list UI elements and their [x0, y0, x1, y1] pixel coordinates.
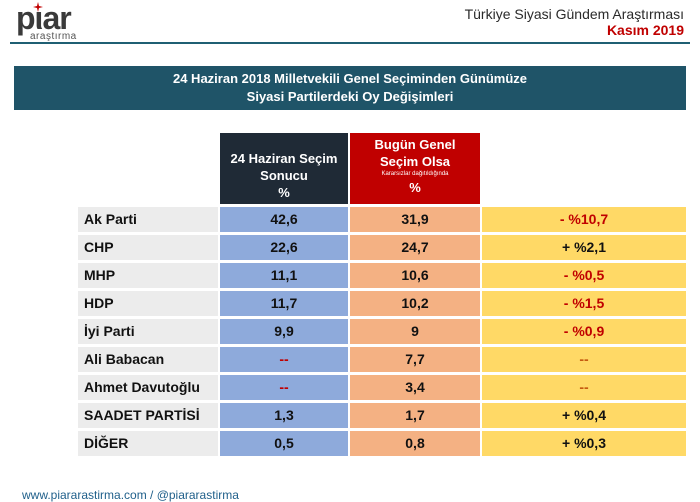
- table-row: CHP 22,6 24,7 + %2,1: [78, 235, 686, 260]
- change-cell: - %10,7: [482, 207, 686, 232]
- party-name-cell: HDP: [78, 291, 218, 316]
- table-row: MHP 11,1 10,6- %0,5: [78, 263, 686, 288]
- column-b-line-1: Bugün Genel: [374, 137, 456, 152]
- column-header-june-result: 24 Haziran Seçim Sonucu %: [220, 133, 348, 204]
- june-result-cell: --: [220, 375, 348, 400]
- today-cell: 0,8: [350, 431, 480, 456]
- party-name-cell: DİĞER: [78, 431, 218, 456]
- today-cell: 1,7: [350, 403, 480, 428]
- table-row: DİĞER 0,5 0,8 + %0,3: [78, 431, 686, 456]
- banner-line-1: 24 Haziran 2018 Milletvekili Genel Seçim…: [172, 71, 527, 86]
- june-result-cell: --: [220, 347, 348, 372]
- column-a-line-1: 24 Haziran Seçim: [230, 151, 338, 166]
- change-cell: --: [482, 375, 686, 400]
- june-result-cell: 9,9: [220, 319, 348, 344]
- change-cell: + %0,4: [482, 403, 686, 428]
- party-name-cell: Ahmet Davutoğlu: [78, 375, 218, 400]
- table-row: Ali Babacan -- 7,7 --: [78, 347, 686, 372]
- header-divider: [10, 42, 690, 44]
- logo-wordmark: pιar: [16, 0, 72, 36]
- column-b-line-2: Seçim Olsa: [379, 154, 451, 169]
- today-cell: 7,7: [350, 347, 480, 372]
- today-cell: 24,7: [350, 235, 480, 260]
- report-date: Kasım 2019: [606, 22, 684, 38]
- logo: pιar araştırma: [16, 2, 106, 42]
- june-result-cell: 1,3: [220, 403, 348, 428]
- change-cell: - %0,5: [482, 263, 686, 288]
- party-name-cell: İyi Parti: [78, 319, 218, 344]
- report-title: Türkiye Siyasi Gündem Araştırması: [464, 6, 684, 22]
- today-cell: 10,6: [350, 263, 480, 288]
- logo-subtitle: araştırma: [30, 31, 77, 42]
- table-row: HDP 11,7 10,2- %1,5: [78, 291, 686, 316]
- party-name-cell: CHP: [78, 235, 218, 260]
- table-row: Ak Parti 42,6 31,9- %10,7: [78, 207, 686, 232]
- logo-spark-icon: [33, 2, 43, 12]
- column-a-line-2: Sonucu: [260, 168, 308, 183]
- party-name-cell: MHP: [78, 263, 218, 288]
- june-result-cell: 42,6: [220, 207, 348, 232]
- june-result-cell: 0,5: [220, 431, 348, 456]
- party-name-cell: Ak Parti: [78, 207, 218, 232]
- change-cell: + %0,3: [482, 431, 686, 456]
- party-name-cell: Ali Babacan: [78, 347, 218, 372]
- change-cell: + %2,1: [482, 235, 686, 260]
- today-cell: 3,4: [350, 375, 480, 400]
- today-cell: 31,9: [350, 207, 480, 232]
- table-row: Ahmet Davutoğlu -- 3,4 --: [78, 375, 686, 400]
- june-result-cell: 22,6: [220, 235, 348, 260]
- change-cell: - %1,5: [482, 291, 686, 316]
- party-name-cell: SAADET PARTİSİ: [78, 403, 218, 428]
- change-cell: --: [482, 347, 686, 372]
- june-result-cell: 11,7: [220, 291, 348, 316]
- table-banner: 24 Haziran 2018 Milletvekili Genel Seçim…: [14, 66, 686, 110]
- today-cell: 9: [350, 319, 480, 344]
- column-header-today: Bugün Genel Seçim Olsa Kararsızlar dağıt…: [350, 133, 480, 204]
- column-b-note: Kararsızlar dağıtıldığında: [381, 171, 449, 177]
- june-result-cell: 11,1: [220, 263, 348, 288]
- change-cell: - %0,9: [482, 319, 686, 344]
- column-a-unit: %: [278, 185, 290, 200]
- column-b-unit: %: [409, 180, 421, 195]
- banner-line-2: Siyasi Partilerdeki Oy Değişimleri: [246, 89, 454, 104]
- table-row: SAADET PARTİSİ 1,3 1,7 + %0,4: [78, 403, 686, 428]
- table-row: İyi Parti 9,9 9- %0,9: [78, 319, 686, 344]
- footer-links: www.piararastirma.com / @piararastirma: [22, 488, 239, 502]
- today-cell: 10,2: [350, 291, 480, 316]
